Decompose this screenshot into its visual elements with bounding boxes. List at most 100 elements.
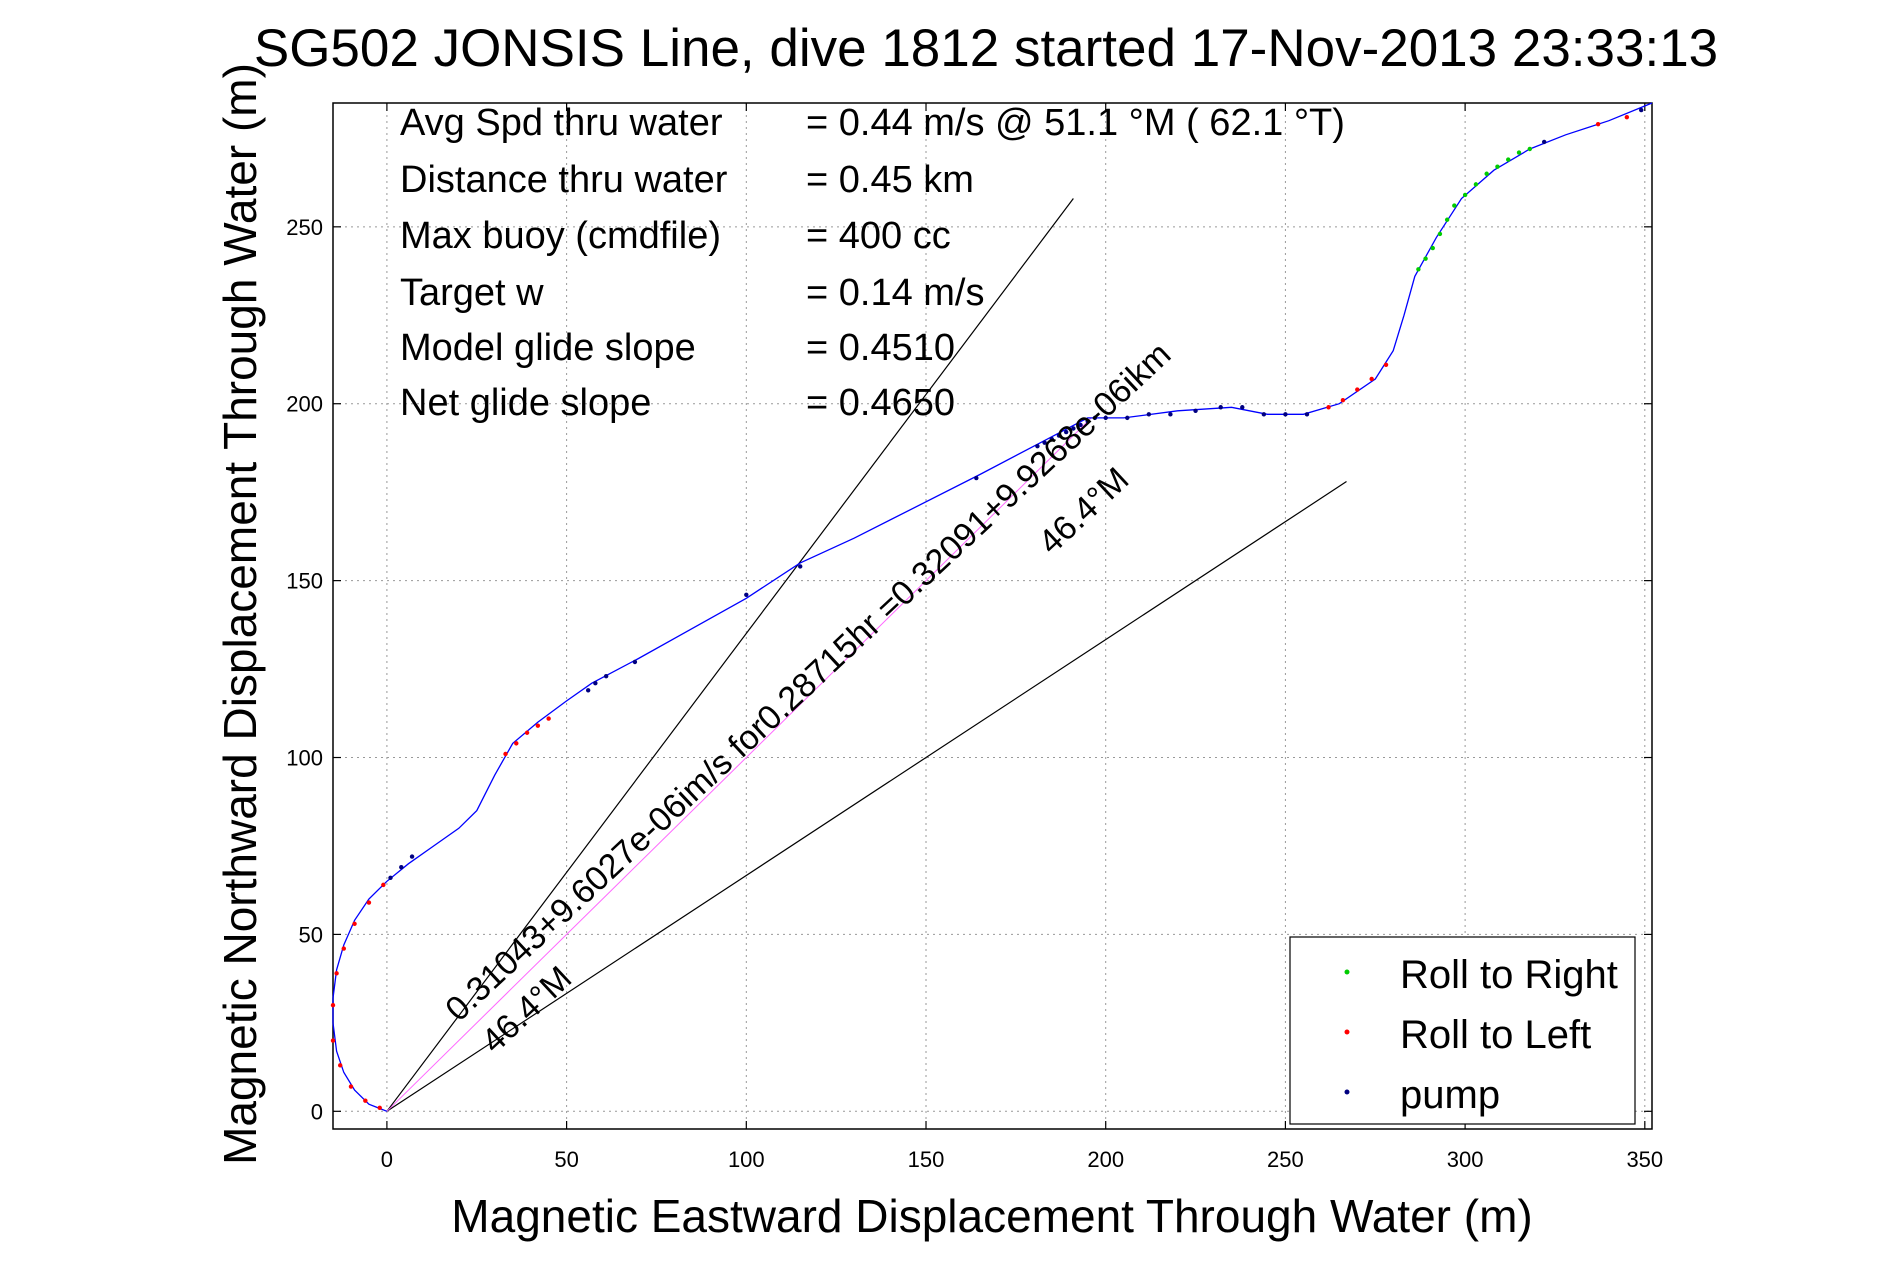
x-tick-label: 150 bbox=[908, 1147, 945, 1172]
x-tick-label: 50 bbox=[554, 1147, 578, 1172]
marker-pump bbox=[1056, 433, 1062, 438]
x-tick-label: 300 bbox=[1447, 1147, 1484, 1172]
marker-pump bbox=[1071, 426, 1076, 431]
marker-pump bbox=[1218, 405, 1223, 410]
info-box: Avg Spd thru water = 0.44 m/s @ 51.1 °M (… bbox=[400, 102, 1345, 424]
marker-pump bbox=[1261, 412, 1267, 417]
reference-lines bbox=[386, 198, 1347, 1112]
marker-roll-to-left bbox=[1369, 376, 1374, 382]
reference-line-upper bbox=[386, 198, 1074, 1112]
marker-roll-to-left bbox=[1383, 362, 1389, 368]
marker-roll-to-left bbox=[377, 1105, 382, 1110]
x-tick-label: 250 bbox=[1267, 1147, 1304, 1172]
marker-pump bbox=[798, 564, 803, 569]
marker-roll-to-right bbox=[1516, 150, 1522, 155]
marker-pump bbox=[409, 854, 415, 859]
marker-pump bbox=[1240, 405, 1245, 410]
marker-roll-to-left bbox=[546, 716, 551, 721]
marker-roll-to-left bbox=[330, 1002, 336, 1008]
marker-pump bbox=[632, 659, 638, 665]
legend-label: pump bbox=[1400, 1073, 1500, 1117]
info-label: Target w bbox=[400, 272, 544, 314]
info-label: Net glide slope bbox=[400, 382, 651, 424]
reference-line-lower bbox=[386, 481, 1347, 1112]
marker-roll-to-right bbox=[1527, 146, 1533, 152]
x-tick-label: 100 bbox=[728, 1147, 765, 1172]
marker-pump bbox=[593, 681, 598, 686]
legend-label: Roll to Left bbox=[1400, 1013, 1591, 1057]
plot-area bbox=[332, 102, 1653, 1130]
marker-roll-to-left bbox=[524, 730, 530, 735]
marker-roll-to-left bbox=[348, 1084, 354, 1089]
marker-roll-to-left bbox=[503, 751, 508, 757]
track-path bbox=[332, 102, 1653, 1112]
y-tick-label: 150 bbox=[286, 569, 323, 594]
annotation-text: 0.31043+9.6027e-06im/s for0.28715hr =0.3… bbox=[438, 335, 1178, 1029]
reference-line-center bbox=[386, 417, 1092, 1112]
legend: Roll to Right Roll to Left pump bbox=[1289, 936, 1636, 1125]
marker-roll-to-left bbox=[337, 1063, 343, 1068]
marker-pump bbox=[744, 592, 749, 597]
marker-pump bbox=[1639, 107, 1644, 113]
marker-pump bbox=[1085, 419, 1090, 424]
marker-pump bbox=[585, 688, 591, 693]
marker-pump bbox=[1063, 429, 1069, 435]
marker-roll-to-left bbox=[514, 741, 519, 746]
chart-title: SG502 JONSIS Line, dive 1812 started 17-… bbox=[254, 19, 1718, 78]
marker-roll-to-left bbox=[1326, 405, 1331, 410]
marker-roll-to-left bbox=[330, 1038, 336, 1043]
marker-pump bbox=[1042, 440, 1047, 445]
marker-roll-to-left bbox=[381, 882, 386, 888]
x-tick-label: 200 bbox=[1087, 1147, 1124, 1172]
info-value: = 0.4510 bbox=[806, 327, 955, 369]
marker-roll-to-left bbox=[363, 1098, 368, 1103]
y-tick-label: 250 bbox=[286, 215, 323, 240]
marker-roll-to-left bbox=[341, 946, 346, 951]
marker-roll-to-right bbox=[1495, 164, 1500, 169]
marker-pump bbox=[1103, 415, 1108, 421]
y-tick-label: 50 bbox=[299, 922, 323, 947]
marker-pump bbox=[388, 875, 393, 881]
x-tick-label: 350 bbox=[1626, 1147, 1663, 1172]
marker-roll-to-left bbox=[366, 900, 372, 905]
series-markers bbox=[330, 107, 1644, 1110]
info-value: = 0.4650 bbox=[806, 382, 955, 424]
marker-roll-to-right bbox=[1462, 192, 1468, 198]
marker-pump bbox=[1035, 443, 1040, 449]
marker-roll-to-right bbox=[1452, 203, 1457, 208]
legend-marker bbox=[1344, 1029, 1350, 1035]
marker-roll-to-right bbox=[1430, 245, 1435, 251]
marker-roll-to-left bbox=[1624, 114, 1630, 120]
marker-roll-to-left bbox=[535, 723, 541, 728]
legend-marker bbox=[1344, 969, 1350, 975]
y-tick-label: 200 bbox=[286, 392, 323, 417]
y-axis-label: Magnetic Northward Displacement Through … bbox=[214, 63, 266, 1165]
marker-pump bbox=[1304, 412, 1310, 417]
info-label: Distance thru water bbox=[400, 159, 728, 201]
marker-roll-to-left bbox=[352, 921, 357, 926]
marker-pump bbox=[603, 673, 609, 679]
marker-roll-to-left bbox=[1340, 397, 1346, 403]
marker-pump bbox=[1078, 422, 1083, 428]
marker-roll-to-left bbox=[334, 971, 339, 976]
marker-roll-to-right bbox=[1484, 171, 1489, 176]
marker-pump bbox=[1092, 415, 1098, 421]
marker-pump bbox=[1049, 436, 1055, 442]
marker-roll-to-left bbox=[1355, 387, 1360, 392]
x-axis-label: Magnetic Eastward Displacement Through W… bbox=[451, 1190, 1532, 1242]
info-value: = 0.44 m/s @ 51.1 °M ( 62.1 °T) bbox=[806, 102, 1345, 144]
legend-marker bbox=[1344, 1089, 1350, 1095]
info-value: = 0.14 m/s bbox=[806, 272, 984, 314]
marker-pump bbox=[974, 475, 979, 481]
axis-ticks: 0 50 100 150 200 250 300 350 0 50 100 150 200 250 bbox=[286, 103, 1663, 1172]
marker-roll-to-right bbox=[1437, 231, 1443, 237]
info-label: Model glide slope bbox=[400, 327, 696, 369]
legend-label: Roll to Right bbox=[1400, 953, 1618, 997]
marker-roll-to-right bbox=[1444, 217, 1450, 222]
y-tick-label: 100 bbox=[286, 746, 323, 771]
marker-pump bbox=[1541, 139, 1547, 145]
info-value: = 400 cc bbox=[806, 215, 951, 257]
marker-pump bbox=[399, 864, 404, 870]
y-tick-label: 0 bbox=[311, 1099, 323, 1124]
